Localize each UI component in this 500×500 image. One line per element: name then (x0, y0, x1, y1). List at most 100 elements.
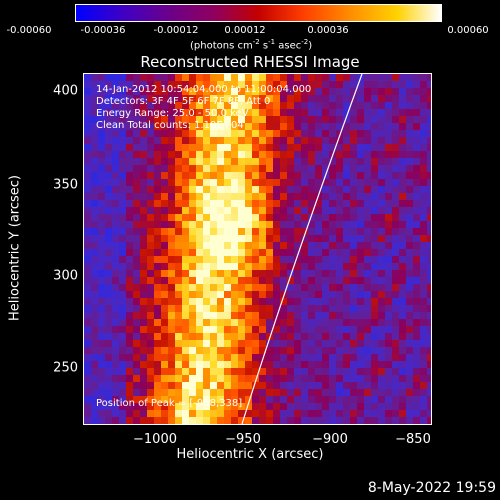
image-pixel (371, 130, 378, 137)
image-pixel (196, 256, 203, 263)
image-pixel (371, 375, 378, 382)
image-pixel (322, 179, 329, 186)
image-pixel (119, 137, 126, 144)
image-pixel (420, 207, 427, 214)
image-pixel (259, 319, 266, 326)
image-pixel (413, 403, 420, 410)
image-pixel (399, 347, 406, 354)
annotation-energy: Energy Range: 25.0 - 50.0 keV (96, 108, 249, 119)
image-pixel (371, 81, 378, 88)
image-pixel (112, 207, 119, 214)
image-pixel (406, 144, 413, 151)
image-pixel (392, 291, 399, 298)
image-pixel (336, 109, 343, 116)
image-pixel (287, 312, 294, 319)
image-pixel (378, 116, 385, 123)
image-pixel (203, 312, 210, 319)
image-pixel (259, 123, 266, 130)
image-pixel (420, 270, 427, 277)
image-pixel (140, 305, 147, 312)
image-pixel (161, 361, 168, 368)
image-pixel (308, 130, 315, 137)
image-pixel (301, 116, 308, 123)
image-pixel (203, 242, 210, 249)
image-pixel (413, 116, 420, 123)
image-pixel (147, 256, 154, 263)
image-pixel (280, 270, 287, 277)
image-pixel (154, 361, 161, 368)
image-pixel (147, 123, 154, 130)
image-pixel (357, 417, 364, 424)
image-pixel (336, 207, 343, 214)
image-pixel (266, 375, 273, 382)
image-pixel (252, 116, 259, 123)
image-pixel (98, 228, 105, 235)
image-pixel (273, 277, 280, 284)
image-pixel (140, 382, 147, 389)
image-pixel (378, 242, 385, 249)
image-pixel (217, 333, 224, 340)
image-pixel (133, 144, 140, 151)
image-pixel (378, 368, 385, 375)
image-pixel (133, 81, 140, 88)
image-pixel (133, 151, 140, 158)
image-pixel (161, 354, 168, 361)
image-pixel (245, 410, 252, 417)
image-pixel (336, 326, 343, 333)
image-pixel (91, 326, 98, 333)
image-pixel (147, 102, 154, 109)
image-pixel (427, 200, 431, 207)
image-pixel (119, 284, 126, 291)
image-pixel (427, 151, 431, 158)
image-pixel (203, 354, 210, 361)
image-pixel (364, 326, 371, 333)
image-pixel (112, 137, 119, 144)
image-pixel (133, 109, 140, 116)
image-pixel (210, 179, 217, 186)
image-pixel (399, 312, 406, 319)
image-pixel (266, 95, 273, 102)
image-pixel (280, 144, 287, 151)
image-pixel (126, 256, 133, 263)
image-pixel (287, 228, 294, 235)
image-pixel (91, 249, 98, 256)
image-pixel (420, 228, 427, 235)
image-pixel (189, 186, 196, 193)
image-pixel (294, 158, 301, 165)
image-pixel (91, 151, 98, 158)
image-pixel (343, 403, 350, 410)
image-pixel (427, 347, 431, 354)
image-pixel (105, 214, 112, 221)
image-pixel (238, 354, 245, 361)
image-pixel (210, 228, 217, 235)
image-pixel (392, 130, 399, 137)
image-pixel (406, 319, 413, 326)
image-pixel (252, 144, 259, 151)
image-pixel (147, 235, 154, 242)
image-pixel (329, 144, 336, 151)
image-pixel (280, 137, 287, 144)
image-pixel (119, 396, 126, 403)
image-pixel (322, 354, 329, 361)
image-pixel (98, 361, 105, 368)
image-pixel (336, 74, 343, 81)
image-pixel (238, 235, 245, 242)
image-pixel (315, 284, 322, 291)
image-pixel (329, 291, 336, 298)
image-pixel (336, 270, 343, 277)
image-pixel (315, 116, 322, 123)
image-pixel (175, 221, 182, 228)
image-pixel (252, 249, 259, 256)
image-pixel (154, 214, 161, 221)
image-pixel (203, 256, 210, 263)
image-pixel (252, 151, 259, 158)
image-pixel (252, 340, 259, 347)
image-pixel (105, 200, 112, 207)
image-pixel (294, 137, 301, 144)
image-pixel (350, 312, 357, 319)
image-pixel (329, 354, 336, 361)
image-pixel (427, 368, 431, 375)
image-pixel (315, 137, 322, 144)
image-pixel (154, 102, 161, 109)
image-pixel (133, 298, 140, 305)
